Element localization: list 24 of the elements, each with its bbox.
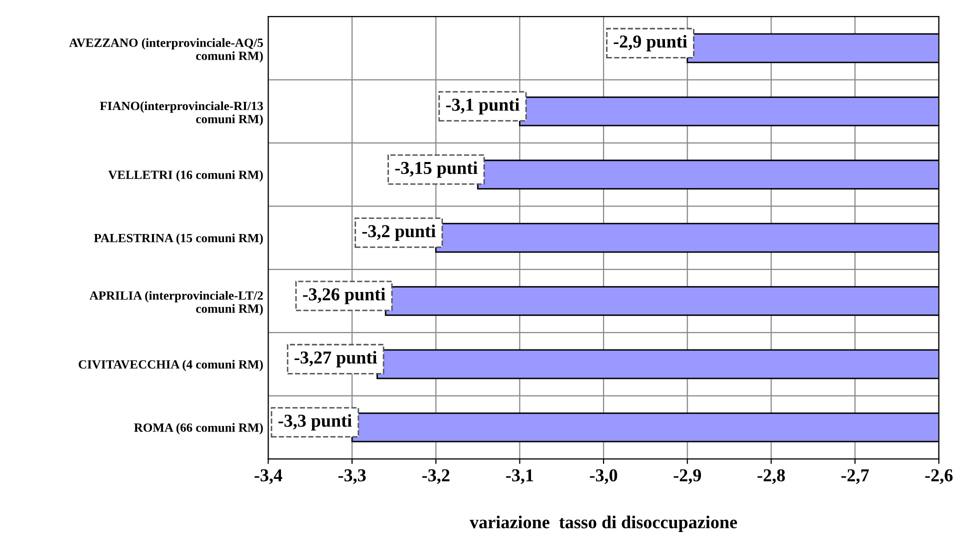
data-label: -3,2 punti [362,224,436,241]
y-tick-label: CIVITAVECCHIA (4 comuni RM) [78,360,263,372]
x-tick-label: -3,3 [338,469,366,484]
data-label: -3,15 punti [395,161,478,178]
data-label: -3,26 punti [302,288,386,304]
x-tick-label: -2,7 [841,469,869,484]
x-tick-label: -3,1 [506,469,534,484]
data-label: -3,1 punti [446,98,520,115]
x-tick-label: -2,8 [758,469,785,484]
y-tick-label: VELLETRI (16 comuni RM) [108,170,263,182]
y-tick-label: APRILIA (interprovinciale-LT/2 comuni RM) [90,290,263,316]
data-label: -2,9 punti [614,34,688,52]
x-tick-label: -2,9 [674,469,702,484]
data-label: -3,3 punti [278,414,352,431]
data-label: -3,27 punti [294,350,377,368]
x-tick-label: -3,2 [422,469,450,484]
x-axis-title: variazione tasso di disoccupazione [470,516,737,532]
x-tick-label: -3,0 [590,469,618,484]
x-tick-label: -3,4 [254,469,282,484]
x-tick-label: -2,6 [925,469,953,484]
y-tick-label: FIANO(interprovinciale-RI/13 comuni RM) [100,101,263,126]
y-tick-label: ROMA (66 comuni RM) [134,423,263,434]
y-tick-label: AVEZZANO (interprovinciale-AQ/5 comuni RM) [69,38,263,63]
y-tick-label: PALESTRINA (15 comuni RM) [94,233,263,245]
